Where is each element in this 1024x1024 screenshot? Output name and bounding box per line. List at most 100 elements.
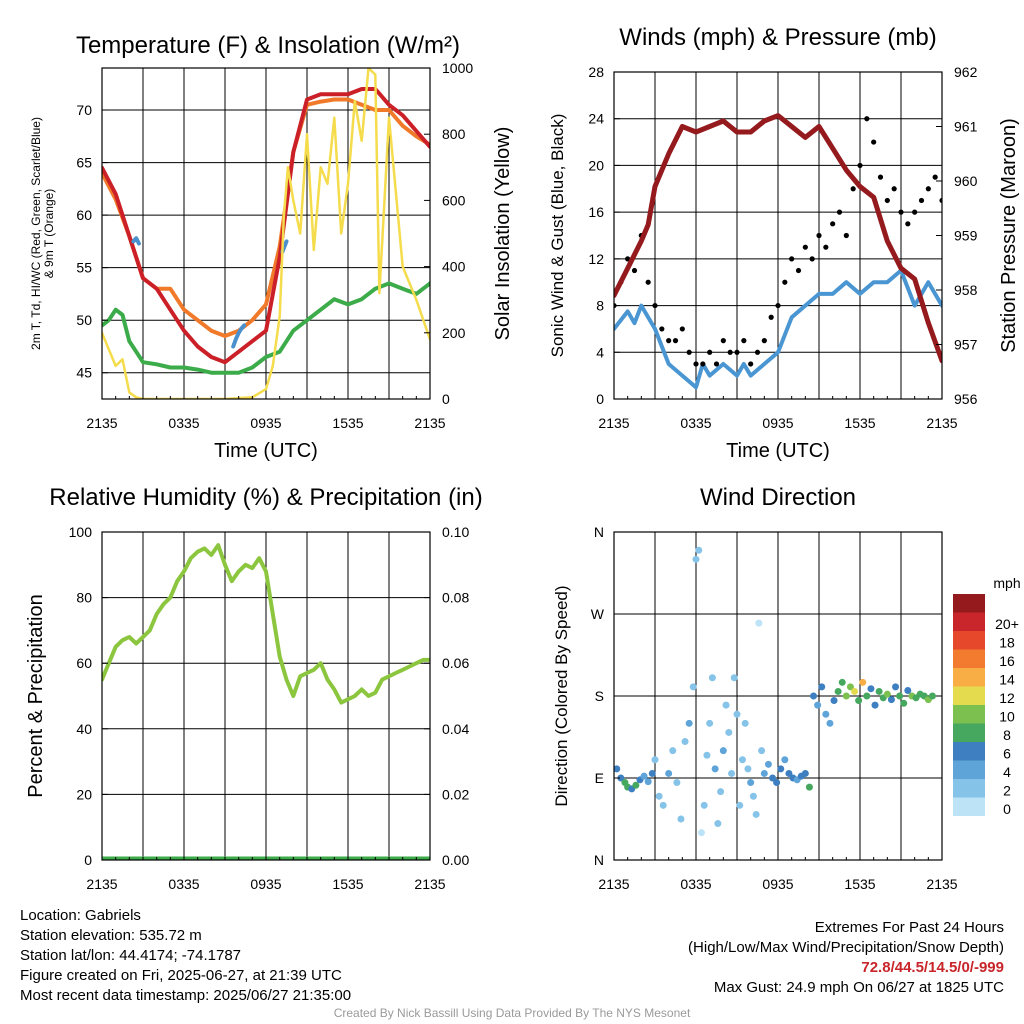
series-gust-point [836,209,843,215]
y-left-tick-label: 12 [588,251,604,267]
y-left-tick-label: 20 [76,786,92,802]
series-humidity-line [102,543,430,705]
series-gust-point [918,197,925,204]
x-tick-label: 2135 [926,876,957,892]
direction-point [826,719,834,727]
y-right-tick-label: 0.10 [442,524,469,540]
x-tick-label: 0335 [680,876,711,892]
direction-point [700,801,708,809]
series-gust-point [659,326,665,332]
direction-point [651,756,659,764]
y-right-tick-label: 800 [442,126,466,142]
y-axis-label-left: Direction (Colored By Speed) [552,585,571,806]
series-gust-point [939,197,942,204]
x-tick-label: 0935 [762,415,793,431]
chart-title: Relative Humidity (%) & Precipitation (i… [49,484,482,511]
series-gust-point [912,209,918,215]
y-axis-label-left: Percent & Precipitation [25,594,47,797]
colorbar-unit: mph [993,575,1020,591]
colorbar-segment [953,649,985,668]
series-solar-line [102,68,430,399]
direction-point [722,701,730,709]
y-right-tick-label: 0 [442,391,450,407]
direction-point [614,765,621,773]
y-left-tick-label: 40 [76,721,92,737]
direction-point [760,769,768,777]
y-right-tick-label: 961 [954,119,978,135]
y-left-tick-label: N [594,524,604,540]
y-left-tick-label: 70 [76,102,92,118]
direction-point [859,678,867,686]
series-gust-point [789,256,795,262]
direction-point [875,687,883,695]
y-axis-label-left: Sonic Wind & Gust (Blue, Black) [548,114,567,358]
x-tick-label: 2135 [926,415,957,431]
direction-point [752,810,760,818]
series-gust-point [877,174,884,180]
direction-point [758,747,766,755]
series-gust-point [686,349,692,355]
colorbar-segment [953,797,985,816]
series-gust-point [700,361,706,367]
colorbar-label: 6 [1003,745,1011,761]
colorbar-label: 16 [999,653,1015,669]
chart-title: Wind Direction [700,484,856,511]
series-gust-point [795,267,802,274]
y-right-tick-label: 962 [954,64,978,80]
direction-point [733,710,741,718]
direction-point [685,719,693,727]
y-right-tick-label: 959 [954,228,978,244]
direction-point [736,801,744,809]
series-gust-point [884,197,890,204]
panel-rh: Relative Humidity (%) & Precipitation (i… [25,484,483,892]
direction-point [749,792,757,800]
colorbar-segment [953,723,985,742]
station-location: Location: Gabriels [20,907,141,924]
direction-point [846,683,854,691]
direction-point [900,699,908,707]
series-gust-point [850,186,856,192]
series-gust-point [816,232,822,239]
x-tick-label: 0335 [168,876,199,892]
direction-point [640,772,648,780]
direction-point [708,674,716,682]
data-layer [102,68,430,399]
chart-title: Temperature (F) & Insolation (W/m²) [76,32,460,59]
y-axis-label-right: Station Pressure (Maroon) [998,118,1020,353]
x-tick-label: 2135 [86,876,117,892]
series-gust-point [707,349,713,355]
y-right-tick-label: 0.06 [442,655,469,671]
y-left-tick-label: 20 [588,157,604,173]
data-layer [614,546,936,837]
direction-point [834,687,842,695]
direction-point [744,765,752,773]
series-wind-line [614,268,942,390]
direction-point [867,685,875,693]
extremes-values: 72.8/44.5/14.5/0/-999 [861,959,1004,976]
direction-point [871,701,879,709]
colorbar-segment [953,594,985,613]
x-axis-label: Time (UTC) [726,440,830,462]
colorbar-label: 10 [999,708,1015,724]
y-right-tick-label: 0.04 [442,721,469,737]
chart-title: Winds (mph) & Pressure (mb) [619,24,936,51]
series-gust-point [645,279,651,285]
panel-temp: Temperature (F) & Insolation (W/m²) 2135 0… [29,32,514,462]
x-tick-label: 0335 [168,415,199,431]
series-gust-point [679,326,685,332]
recent-timestamp: Most recent data timestamp: 2025/06/27 2… [20,987,352,1004]
x-tick-label: 2135 [414,415,445,431]
colorbar-label: 0 [1003,801,1011,817]
direction-point [896,692,904,700]
y-right-tick-label: 958 [954,282,978,298]
direction-point [655,792,663,800]
y-right-tick-label: 400 [442,259,466,275]
direction-point [814,701,822,709]
series-gust-point [727,349,733,355]
figure-created: Figure created on Fri, 2025-06-27, at 21… [20,967,342,984]
direction-point [644,778,652,786]
series-gust-point [782,279,788,285]
colorbar-segment [953,686,985,705]
y-right-tick-label: 956 [954,391,978,407]
direction-point [781,756,789,764]
